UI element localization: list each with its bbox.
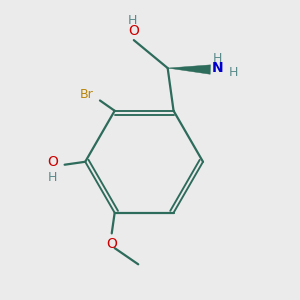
Text: H: H	[213, 52, 222, 65]
Text: H: H	[228, 66, 238, 79]
Text: O: O	[106, 237, 117, 251]
Text: O: O	[47, 155, 58, 169]
Polygon shape	[168, 65, 211, 74]
Text: N: N	[212, 61, 224, 75]
Text: O: O	[128, 24, 139, 38]
Text: H: H	[48, 171, 58, 184]
Text: Br: Br	[80, 88, 94, 101]
Text: H: H	[128, 14, 137, 28]
